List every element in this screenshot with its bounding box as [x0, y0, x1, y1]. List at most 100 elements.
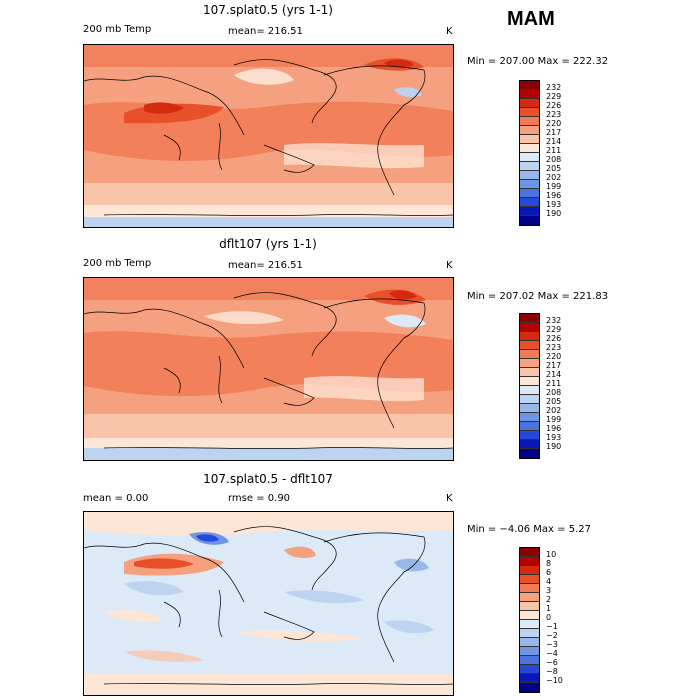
cbar-3-cell-8: [520, 620, 539, 629]
cbar-2-cell-1: [520, 323, 539, 332]
cbar-1-cell-5: [520, 126, 539, 135]
cbar-2-label: 193: [546, 433, 562, 442]
panel-2-mean-label: mean= 216.51: [228, 260, 303, 271]
cbar-2-cell-3: [520, 341, 539, 350]
cbar-2-cell-12: [520, 422, 539, 431]
cbar-1-label: 229: [546, 92, 562, 101]
panel-3-map: [83, 511, 454, 696]
panel-1-units: K: [446, 26, 453, 37]
cbar-2-cell-13: [520, 431, 539, 440]
panel-1-title: 107.splat0.5 (yrs 1-1): [203, 3, 333, 17]
cbar-1-label: 205: [546, 164, 562, 173]
cbar-1-cell-7: [520, 144, 539, 153]
panel-2-units: K: [446, 260, 453, 271]
cbar-1-cell-9: [520, 162, 539, 171]
panel-1-minmax: Min = 207.00 Max = 222.32: [467, 56, 609, 67]
cbar-2-cell-9: [520, 395, 539, 404]
cbar-1-label: 202: [546, 173, 562, 182]
cbar-2-cell-7: [520, 377, 539, 386]
cbar-3-cell-10: [520, 638, 539, 647]
cbar-1-label: 193: [546, 200, 562, 209]
cbar-3-cell-4: [520, 584, 539, 593]
cbar-3-label: −6: [546, 658, 558, 667]
season-label: MAM: [507, 8, 555, 30]
cbar-2-label: 196: [546, 424, 562, 433]
cbar-2-label: 226: [546, 334, 562, 343]
cbar-1-label: 217: [546, 128, 562, 137]
cbar-2-label: 214: [546, 370, 562, 379]
cbar-2-label: 205: [546, 397, 562, 406]
cbar-3-label: 6: [546, 568, 552, 577]
panel-2-map-field: [84, 278, 453, 460]
cbar-3-label: −3: [546, 640, 558, 649]
cbar-3-cell-2: [520, 566, 539, 575]
cbar-2-cell-8: [520, 386, 539, 395]
cbar-2-cell-14: [520, 440, 539, 449]
cbar-1-label: 190: [546, 209, 562, 218]
panel-2-variable-label: 200 mb Temp: [83, 258, 152, 269]
cbar-2-label: 208: [546, 388, 562, 397]
panel-1-map-field: [84, 45, 453, 227]
panel-2-colorbar: [519, 313, 540, 459]
cbar-1-cell-11: [520, 180, 539, 189]
cbar-3-label: −10: [546, 676, 563, 685]
cbar-1-cell-12: [520, 189, 539, 198]
cbar-1-label: 226: [546, 101, 562, 110]
cbar-2-cell-10: [520, 404, 539, 413]
cbar-2-label: 211: [546, 379, 562, 388]
cbar-1-cell-1: [520, 90, 539, 99]
cbar-2-cell-5: [520, 359, 539, 368]
cbar-1-label: 199: [546, 182, 562, 191]
panel-3-rmse-label: rmse = 0.90: [228, 493, 291, 504]
panel-1-map: [83, 44, 454, 228]
cbar-3-cell-12: [520, 656, 539, 665]
cbar-1-label: 196: [546, 191, 562, 200]
panel-2-map: [83, 277, 454, 461]
cbar-1-cell-13: [520, 198, 539, 207]
cbar-1-cell-10: [520, 171, 539, 180]
cbar-1-label: 220: [546, 119, 562, 128]
cbar-3-cell-15: [520, 683, 539, 692]
cbar-2-cell-15: [520, 449, 539, 458]
panel-3-units: K: [446, 493, 453, 504]
panel-2-title: dflt107 (yrs 1-1): [219, 237, 317, 251]
cbar-1-cell-4: [520, 117, 539, 126]
cbar-3-cell-3: [520, 575, 539, 584]
cbar-3-cell-9: [520, 629, 539, 638]
cbar-3-label: 10: [546, 550, 557, 559]
cbar-3-label: −1: [546, 622, 558, 631]
cbar-3-cell-14: [520, 674, 539, 683]
cbar-2-label: 229: [546, 325, 562, 334]
cbar-2-cell-11: [520, 413, 539, 422]
cbar-1-label: 214: [546, 137, 562, 146]
cbar-3-label: 0: [546, 613, 552, 622]
cbar-2-label: 217: [546, 361, 562, 370]
cbar-1-cell-3: [520, 108, 539, 117]
cbar-3-cell-11: [520, 647, 539, 656]
panel-2-minmax: Min = 207.02 Max = 221.83: [467, 291, 609, 302]
cbar-2-label: 190: [546, 442, 562, 451]
cbar-2-cell-4: [520, 350, 539, 359]
panel-3-mean-label: mean = 0.00: [83, 493, 149, 504]
cbar-1-label: 211: [546, 146, 562, 155]
cbar-1-cell-14: [520, 207, 539, 216]
cbar-2-cell-6: [520, 368, 539, 377]
cbar-1-label: 223: [546, 110, 562, 119]
cbar-1-cell-2: [520, 99, 539, 108]
panel-1-colorbar: [519, 80, 540, 226]
panel-1-variable-label: 200 mb Temp: [83, 24, 152, 35]
cbar-3-label: −4: [546, 649, 558, 658]
cbar-2-label: 202: [546, 406, 562, 415]
cbar-3-label: −8: [546, 667, 558, 676]
cbar-3-cell-0: [520, 548, 539, 557]
cbar-3-label: 4: [546, 577, 552, 586]
cbar-1-cell-6: [520, 135, 539, 144]
panel-3-title: 107.splat0.5 - dflt107: [203, 472, 333, 486]
cbar-3-label: 3: [546, 586, 552, 595]
cbar-3-cell-1: [520, 557, 539, 566]
cbar-1-cell-15: [520, 216, 539, 225]
cbar-1-cell-8: [520, 153, 539, 162]
cbar-1-label: 208: [546, 155, 562, 164]
cbar-3-label: 8: [546, 559, 552, 568]
cbar-2-label: 232: [546, 316, 562, 325]
